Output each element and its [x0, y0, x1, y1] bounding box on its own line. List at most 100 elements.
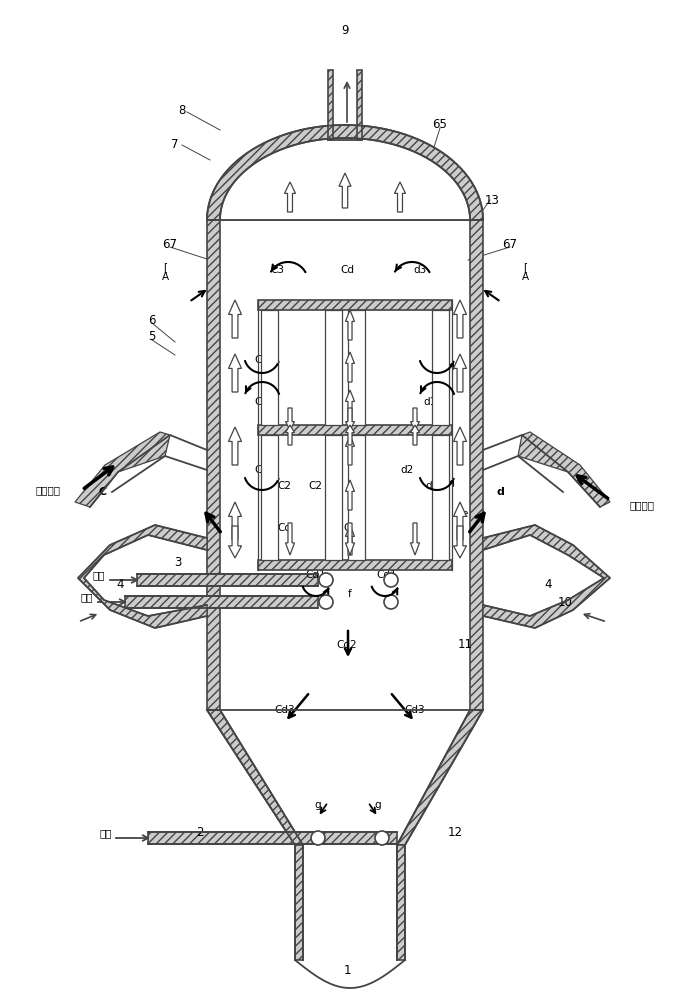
- Circle shape: [375, 831, 389, 845]
- Text: d1: d1: [424, 397, 437, 407]
- Polygon shape: [453, 502, 466, 540]
- Text: C3: C3: [270, 265, 284, 275]
- Text: Cd1: Cd1: [306, 570, 326, 580]
- Text: e: e: [232, 509, 238, 519]
- Polygon shape: [411, 408, 420, 430]
- Bar: [258, 425, 452, 435]
- Text: d2: d2: [425, 481, 439, 491]
- Polygon shape: [228, 502, 242, 540]
- Polygon shape: [411, 425, 420, 445]
- Text: [
A: [ A: [522, 262, 529, 282]
- Polygon shape: [228, 354, 242, 392]
- Polygon shape: [453, 427, 466, 465]
- Text: 10: 10: [558, 595, 573, 608]
- Text: 2: 2: [196, 826, 204, 838]
- Bar: [328, 70, 333, 140]
- Bar: [325, 435, 342, 560]
- Text: 8: 8: [178, 104, 186, 116]
- Text: 13: 13: [484, 194, 500, 207]
- Polygon shape: [483, 525, 610, 628]
- Text: d2: d2: [400, 465, 413, 475]
- Bar: [432, 435, 449, 560]
- Polygon shape: [346, 352, 355, 382]
- Bar: [261, 310, 278, 425]
- Polygon shape: [453, 300, 466, 338]
- Circle shape: [319, 573, 333, 587]
- Circle shape: [384, 595, 398, 609]
- Polygon shape: [346, 525, 355, 555]
- Text: 燃料: 燃料: [100, 828, 112, 838]
- Polygon shape: [220, 138, 470, 220]
- Polygon shape: [518, 432, 610, 507]
- Polygon shape: [346, 390, 355, 420]
- Polygon shape: [228, 300, 242, 338]
- Bar: [207, 220, 220, 710]
- Text: 4: 4: [544, 578, 552, 591]
- Polygon shape: [411, 523, 420, 555]
- Text: 冷催化剂: 冷催化剂: [35, 485, 60, 495]
- Text: g: g: [315, 800, 322, 810]
- Bar: [432, 310, 449, 425]
- Polygon shape: [284, 182, 295, 212]
- Polygon shape: [228, 526, 242, 558]
- Polygon shape: [339, 173, 351, 208]
- Polygon shape: [286, 425, 295, 445]
- Text: 67: 67: [502, 237, 518, 250]
- Polygon shape: [286, 408, 295, 430]
- Text: d3: d3: [413, 265, 426, 275]
- Text: 流从: 流从: [92, 570, 106, 580]
- Text: d: d: [496, 487, 504, 497]
- Polygon shape: [207, 125, 483, 220]
- Text: Cd3: Cd3: [275, 705, 295, 715]
- Polygon shape: [346, 480, 355, 510]
- Text: 6: 6: [148, 314, 156, 326]
- Text: 11: 11: [457, 639, 473, 652]
- Text: C2: C2: [277, 481, 291, 491]
- Bar: [258, 300, 452, 310]
- Text: 3: 3: [175, 556, 181, 568]
- Bar: [357, 70, 362, 140]
- Polygon shape: [395, 182, 406, 212]
- Text: 1: 1: [343, 964, 351, 976]
- Polygon shape: [220, 710, 470, 845]
- Text: g: g: [375, 800, 382, 810]
- Bar: [348, 310, 365, 425]
- Polygon shape: [453, 354, 466, 392]
- Text: Cd3: Cd3: [405, 705, 425, 715]
- Text: C2: C2: [308, 481, 322, 491]
- Text: C: C: [99, 487, 107, 497]
- Bar: [125, 596, 318, 608]
- Text: Cd: Cd: [277, 523, 291, 533]
- Bar: [470, 220, 483, 710]
- Polygon shape: [207, 710, 303, 845]
- Text: 67: 67: [163, 237, 177, 250]
- Text: Cd: Cd: [340, 265, 354, 275]
- Text: 流从: 流从: [81, 592, 93, 602]
- Bar: [295, 845, 303, 960]
- Text: C1: C1: [254, 397, 268, 407]
- Polygon shape: [346, 408, 355, 430]
- Bar: [325, 310, 342, 425]
- Polygon shape: [78, 525, 207, 628]
- Text: [
A: [ A: [161, 262, 168, 282]
- Polygon shape: [286, 523, 295, 555]
- Polygon shape: [346, 435, 355, 465]
- Polygon shape: [346, 523, 355, 555]
- Bar: [261, 435, 278, 560]
- Bar: [303, 845, 397, 960]
- Text: C1: C1: [254, 465, 268, 475]
- Circle shape: [319, 595, 333, 609]
- Text: 热催化剂: 热催化剂: [630, 500, 655, 510]
- Polygon shape: [75, 432, 170, 507]
- Circle shape: [311, 831, 325, 845]
- Bar: [137, 574, 318, 586]
- Text: 4: 4: [116, 578, 124, 591]
- Text: 9: 9: [342, 23, 348, 36]
- Polygon shape: [453, 526, 466, 558]
- Text: 12: 12: [448, 826, 462, 838]
- Text: Cd: Cd: [343, 523, 357, 533]
- Polygon shape: [397, 710, 483, 845]
- Text: 7: 7: [171, 138, 179, 151]
- Text: e: e: [462, 509, 469, 519]
- Bar: [258, 560, 452, 570]
